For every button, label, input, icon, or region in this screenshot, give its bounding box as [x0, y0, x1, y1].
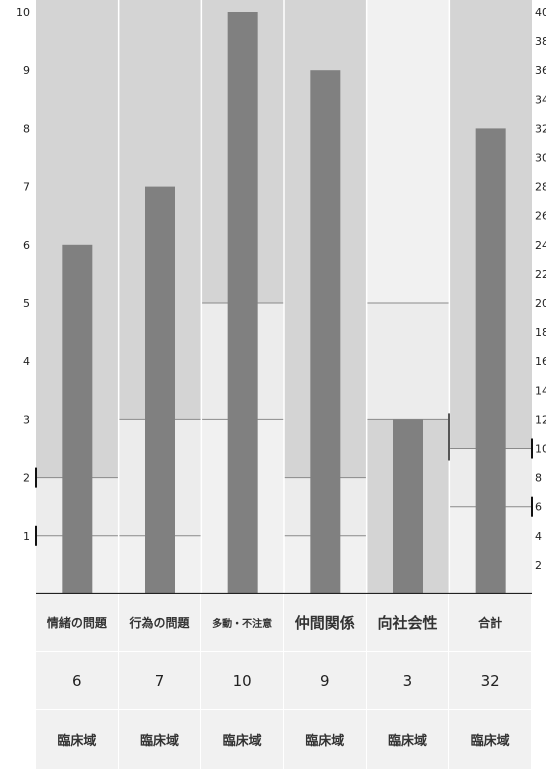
category-label: 仲間関係	[283, 594, 367, 652]
zone-label: 臨床域	[366, 710, 450, 770]
bar	[393, 419, 423, 594]
bar	[62, 244, 93, 594]
sdq-score-chart: 1234567891024681012141618202224262830323…	[16, 0, 546, 594]
zone-label: 臨床域	[283, 710, 367, 770]
y-tick-label-left: 9	[23, 64, 30, 77]
bar	[227, 12, 258, 594]
y-tick-label-right: 30	[535, 152, 546, 165]
score-value: 6	[36, 652, 119, 710]
category-label: 行為の問題	[118, 594, 202, 652]
zone-row: 臨床域 臨床域 臨床域 臨床域 臨床域 臨床域	[36, 710, 532, 770]
y-tick-label-right: 12	[535, 413, 546, 426]
y-tick-label-right: 24	[535, 239, 546, 252]
bar	[145, 186, 175, 594]
score-value: 10	[201, 652, 284, 710]
y-tick-label-right: 22	[535, 268, 546, 281]
score-row: 6 7 10 9 3 32	[36, 652, 532, 710]
category-label: 合計	[449, 594, 532, 652]
y-tick-label-right: 16	[535, 355, 546, 368]
y-tick-label-left: 4	[23, 355, 30, 368]
y-tick-label-left: 1	[23, 530, 30, 543]
zone-label: 臨床域	[118, 710, 202, 770]
y-tick-label-right: 14	[535, 384, 546, 397]
bar	[310, 70, 341, 594]
y-tick-label-right: 38	[535, 35, 546, 48]
y-tick-label-right: 4	[535, 530, 542, 543]
y-tick-label-right: 34	[535, 93, 546, 106]
zone-label: 臨床域	[449, 710, 532, 770]
category-label: 多動・不注意	[201, 594, 284, 652]
y-tick-label-left: 2	[23, 472, 30, 485]
y-tick-label-right: 6	[535, 501, 542, 514]
y-tick-label-left: 8	[23, 122, 30, 135]
bar	[475, 128, 506, 594]
y-tick-label-right: 2	[535, 559, 542, 572]
y-tick-label-right: 36	[535, 64, 546, 77]
y-tick-label-right: 8	[535, 472, 542, 485]
y-tick-label-right: 32	[535, 122, 546, 135]
y-tick-label-left: 7	[23, 181, 30, 194]
y-tick-label-right: 20	[535, 297, 546, 310]
category-label-row: 情緒の問題 行為の問題 多動・不注意 仲間関係 向社会性 合計	[36, 594, 532, 652]
category-label: 情緒の問題	[36, 594, 119, 652]
borderline-zone	[366, 303, 450, 420]
score-value: 32	[449, 652, 532, 710]
y-tick-label-right: 18	[535, 326, 546, 339]
y-tick-label-left: 6	[23, 239, 30, 252]
score-table: 情緒の問題 行為の問題 多動・不注意 仲間関係 向社会性 合計 6 7 10 9 3 32 臨床域臨…	[36, 594, 532, 770]
score-value: 3	[366, 652, 450, 710]
y-tick-label-right: 40	[535, 6, 546, 19]
y-tick-label-left: 5	[23, 297, 30, 310]
y-tick-label-left: 10	[16, 6, 30, 19]
category-label: 向社会性	[366, 594, 450, 652]
y-tick-label-left: 3	[23, 413, 30, 426]
y-tick-label-right: 10	[535, 443, 546, 456]
score-value: 7	[118, 652, 202, 710]
y-tick-label-right: 26	[535, 210, 546, 223]
score-value: 9	[283, 652, 367, 710]
normal-zone	[366, 0, 450, 303]
zone-label: 臨床域	[36, 710, 119, 770]
zone-label: 臨床域	[201, 710, 284, 770]
y-tick-label-right: 28	[535, 181, 546, 194]
